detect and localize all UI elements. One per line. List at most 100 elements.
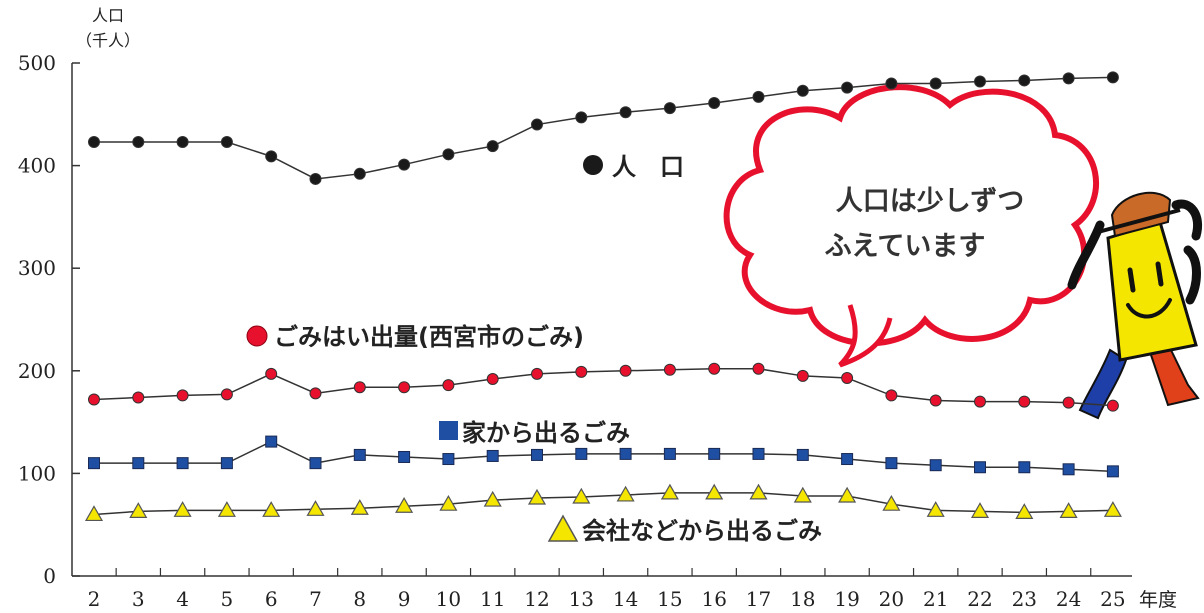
data-point [1106,465,1119,478]
legend-label-household-waste: 家から出るごみ [462,419,630,447]
data-point [129,502,148,518]
data-point [176,136,189,149]
data-point [220,388,233,401]
data-point [398,158,411,171]
data-point [309,387,322,400]
y-tick-label: 0 [43,564,56,588]
x-tick-label: 7 [309,587,322,611]
data-point [217,501,236,517]
data-point [531,118,543,131]
data-point [483,490,502,507]
series-layer [84,71,1122,522]
data-point [398,450,411,463]
legend-business-waste: 会社などから出るごみ [547,514,822,545]
data-point [265,367,278,380]
series-line [94,440,1113,473]
data-point [841,453,854,466]
legend-label-total-waste: ごみはい出量(西宮市のごみ) [274,323,584,351]
y-tick-label: 500 [18,51,56,75]
data-point [442,453,455,466]
data-point [708,447,721,460]
data-point [619,447,632,460]
data-point [841,81,854,94]
x-tick-label: 9 [398,587,411,611]
series-line [94,76,1113,180]
data-point [663,447,676,460]
data-point [176,389,189,402]
x-tick-label: 22 [967,587,992,611]
x-tick-label: 21 [923,587,948,611]
data-point [442,148,455,161]
data-point [220,136,233,149]
data-point [974,395,986,408]
data-point [619,364,632,377]
data-point [974,461,986,474]
legend-household-waste: 家から出るごみ [439,419,630,447]
data-point [1062,396,1075,409]
x-tick-label: 20 [879,587,904,611]
data-point [88,457,100,470]
y-tick-label: 300 [18,256,56,280]
data-point [619,106,632,119]
data-point [1015,503,1034,519]
x-tick-label: 25 [1100,587,1125,611]
data-point [88,136,100,149]
data-point [705,483,724,500]
data-point [439,494,458,511]
legend-population: 人 口 [583,153,684,181]
data-point [531,448,543,461]
data-point [132,136,145,149]
legend-marker-population [583,155,603,175]
series-3 [84,483,1122,522]
data-point [1018,461,1031,474]
x-tick-label: 19 [834,587,859,611]
data-point [885,457,898,470]
data-point [793,486,812,503]
x-tick-label: 5 [221,587,234,611]
data-point [265,435,278,448]
x-tick-label: 13 [569,587,594,611]
data-point [882,494,901,511]
speech-bubble: 人口は少しずつ ふえています [723,84,1099,368]
data-point [1018,74,1031,87]
data-point [926,501,945,517]
data-point [970,502,990,518]
data-point [309,172,322,185]
y-tick-label: 100 [18,461,56,485]
legend-label-population: 人 口 [612,153,684,181]
data-point [486,140,499,153]
x-ticks: 2 3 4 5 6 7 8 9 10 11 12 13 14 15 16 17 18 19 20 21 22 23 24 25 [88,568,1126,611]
data-point [173,501,192,517]
series-2 [88,435,1119,478]
x-tick-label: 16 [701,587,726,611]
data-point [575,447,588,460]
data-point [353,381,366,394]
data-point [220,457,233,470]
data-point [486,449,499,462]
data-point [306,500,325,516]
data-point [1059,502,1078,518]
series-line [93,492,1113,516]
series-1 [88,362,1119,412]
x-tick-label: 3 [132,587,145,611]
x-tick-label: 2 [88,587,101,611]
data-point [353,448,366,461]
data-point [1106,71,1119,84]
data-point [442,379,455,392]
data-point [176,457,189,470]
data-point [395,497,414,513]
data-point [531,367,543,380]
data-point [752,447,765,460]
data-point [572,487,591,504]
data-point [929,77,942,90]
data-point [309,457,322,470]
data-point [796,369,809,382]
legend-total-waste: ごみはい出量(西宮市のごみ) [246,323,584,351]
x-tick-label: 12 [524,587,549,611]
data-point [929,459,942,472]
data-point [885,389,898,402]
data-point [749,483,768,500]
data-point [575,365,588,378]
y-axis-title-line1: 人口 [92,6,124,25]
